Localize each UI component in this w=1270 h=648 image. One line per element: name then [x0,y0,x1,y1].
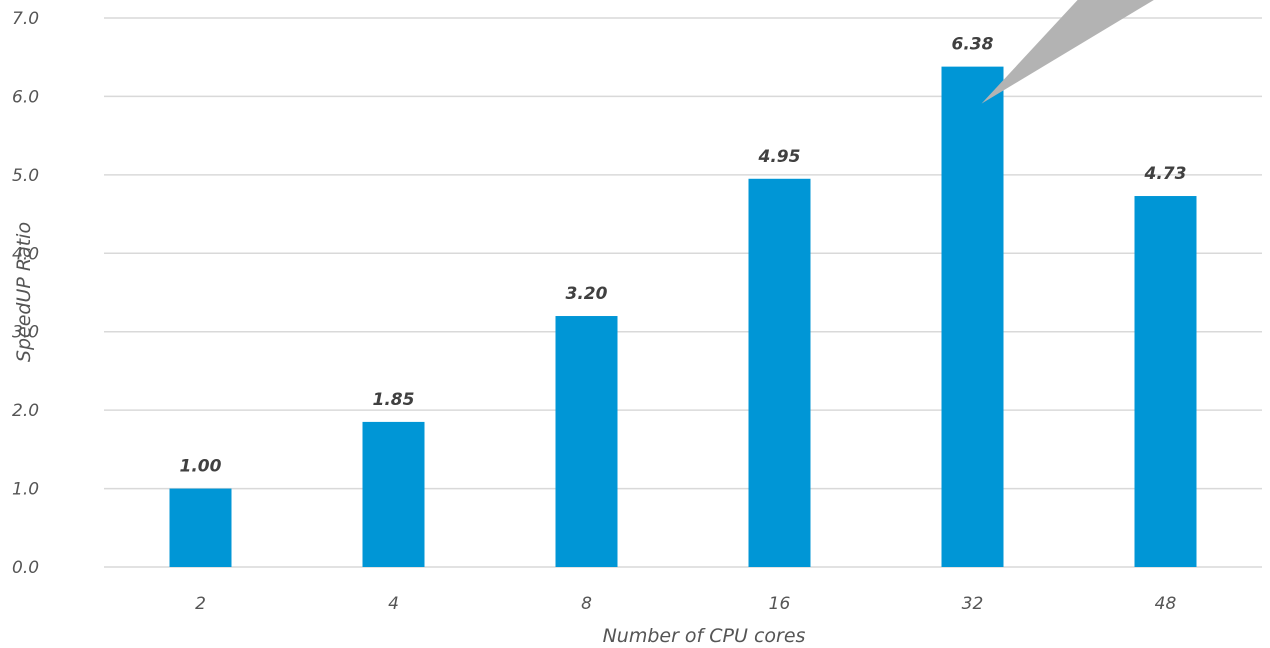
bar-2 [169,488,232,567]
y-tick-label: 2.0 [12,401,39,421]
bar-16 [748,178,811,567]
y-tick-label: 3.0 [12,323,39,343]
x-tick-label: 48 [1155,594,1177,614]
x-tick-label: 8 [581,594,592,614]
x-axis-label: Number of CPU cores [603,625,806,647]
x-tick-label: 32 [962,594,984,614]
bar-8 [555,316,618,567]
y-tick-label: 1.0 [12,480,39,500]
y-tick-label: 0.0 [12,558,39,578]
data-label: 4.95 [758,147,801,167]
bar-32 [941,66,1004,567]
bars [169,66,1197,568]
bar-4 [362,421,425,567]
x-axis-ticks: 2 4 8 16 32 48 [195,594,1176,614]
callout-pointer [981,0,1154,104]
data-label: 4.73 [1144,164,1187,184]
y-axis-ticks: 0.0 1.0 2.0 3.0 4.0 5.0 6.0 7.0 [12,9,39,578]
y-axis-label: SpeedUP Ratio [13,222,35,362]
y-tick-label: 4.0 [12,244,39,264]
data-label: 1.00 [180,457,222,477]
y-tick-label: 5.0 [12,166,39,186]
gridlines [104,17,1262,568]
data-label: 1.85 [373,390,415,410]
y-tick-label: 6.0 [12,87,39,107]
x-tick-label: 4 [388,594,399,614]
data-label: 6.38 [952,35,994,55]
x-tick-label: 16 [769,594,791,614]
data-label: 3.20 [566,284,608,304]
x-tick-label: 2 [195,594,206,614]
bar-48 [1134,196,1197,568]
y-tick-label: 7.0 [12,9,39,29]
data-labels: 1.00 1.85 3.20 4.95 6.38 4.73 [180,35,1187,477]
